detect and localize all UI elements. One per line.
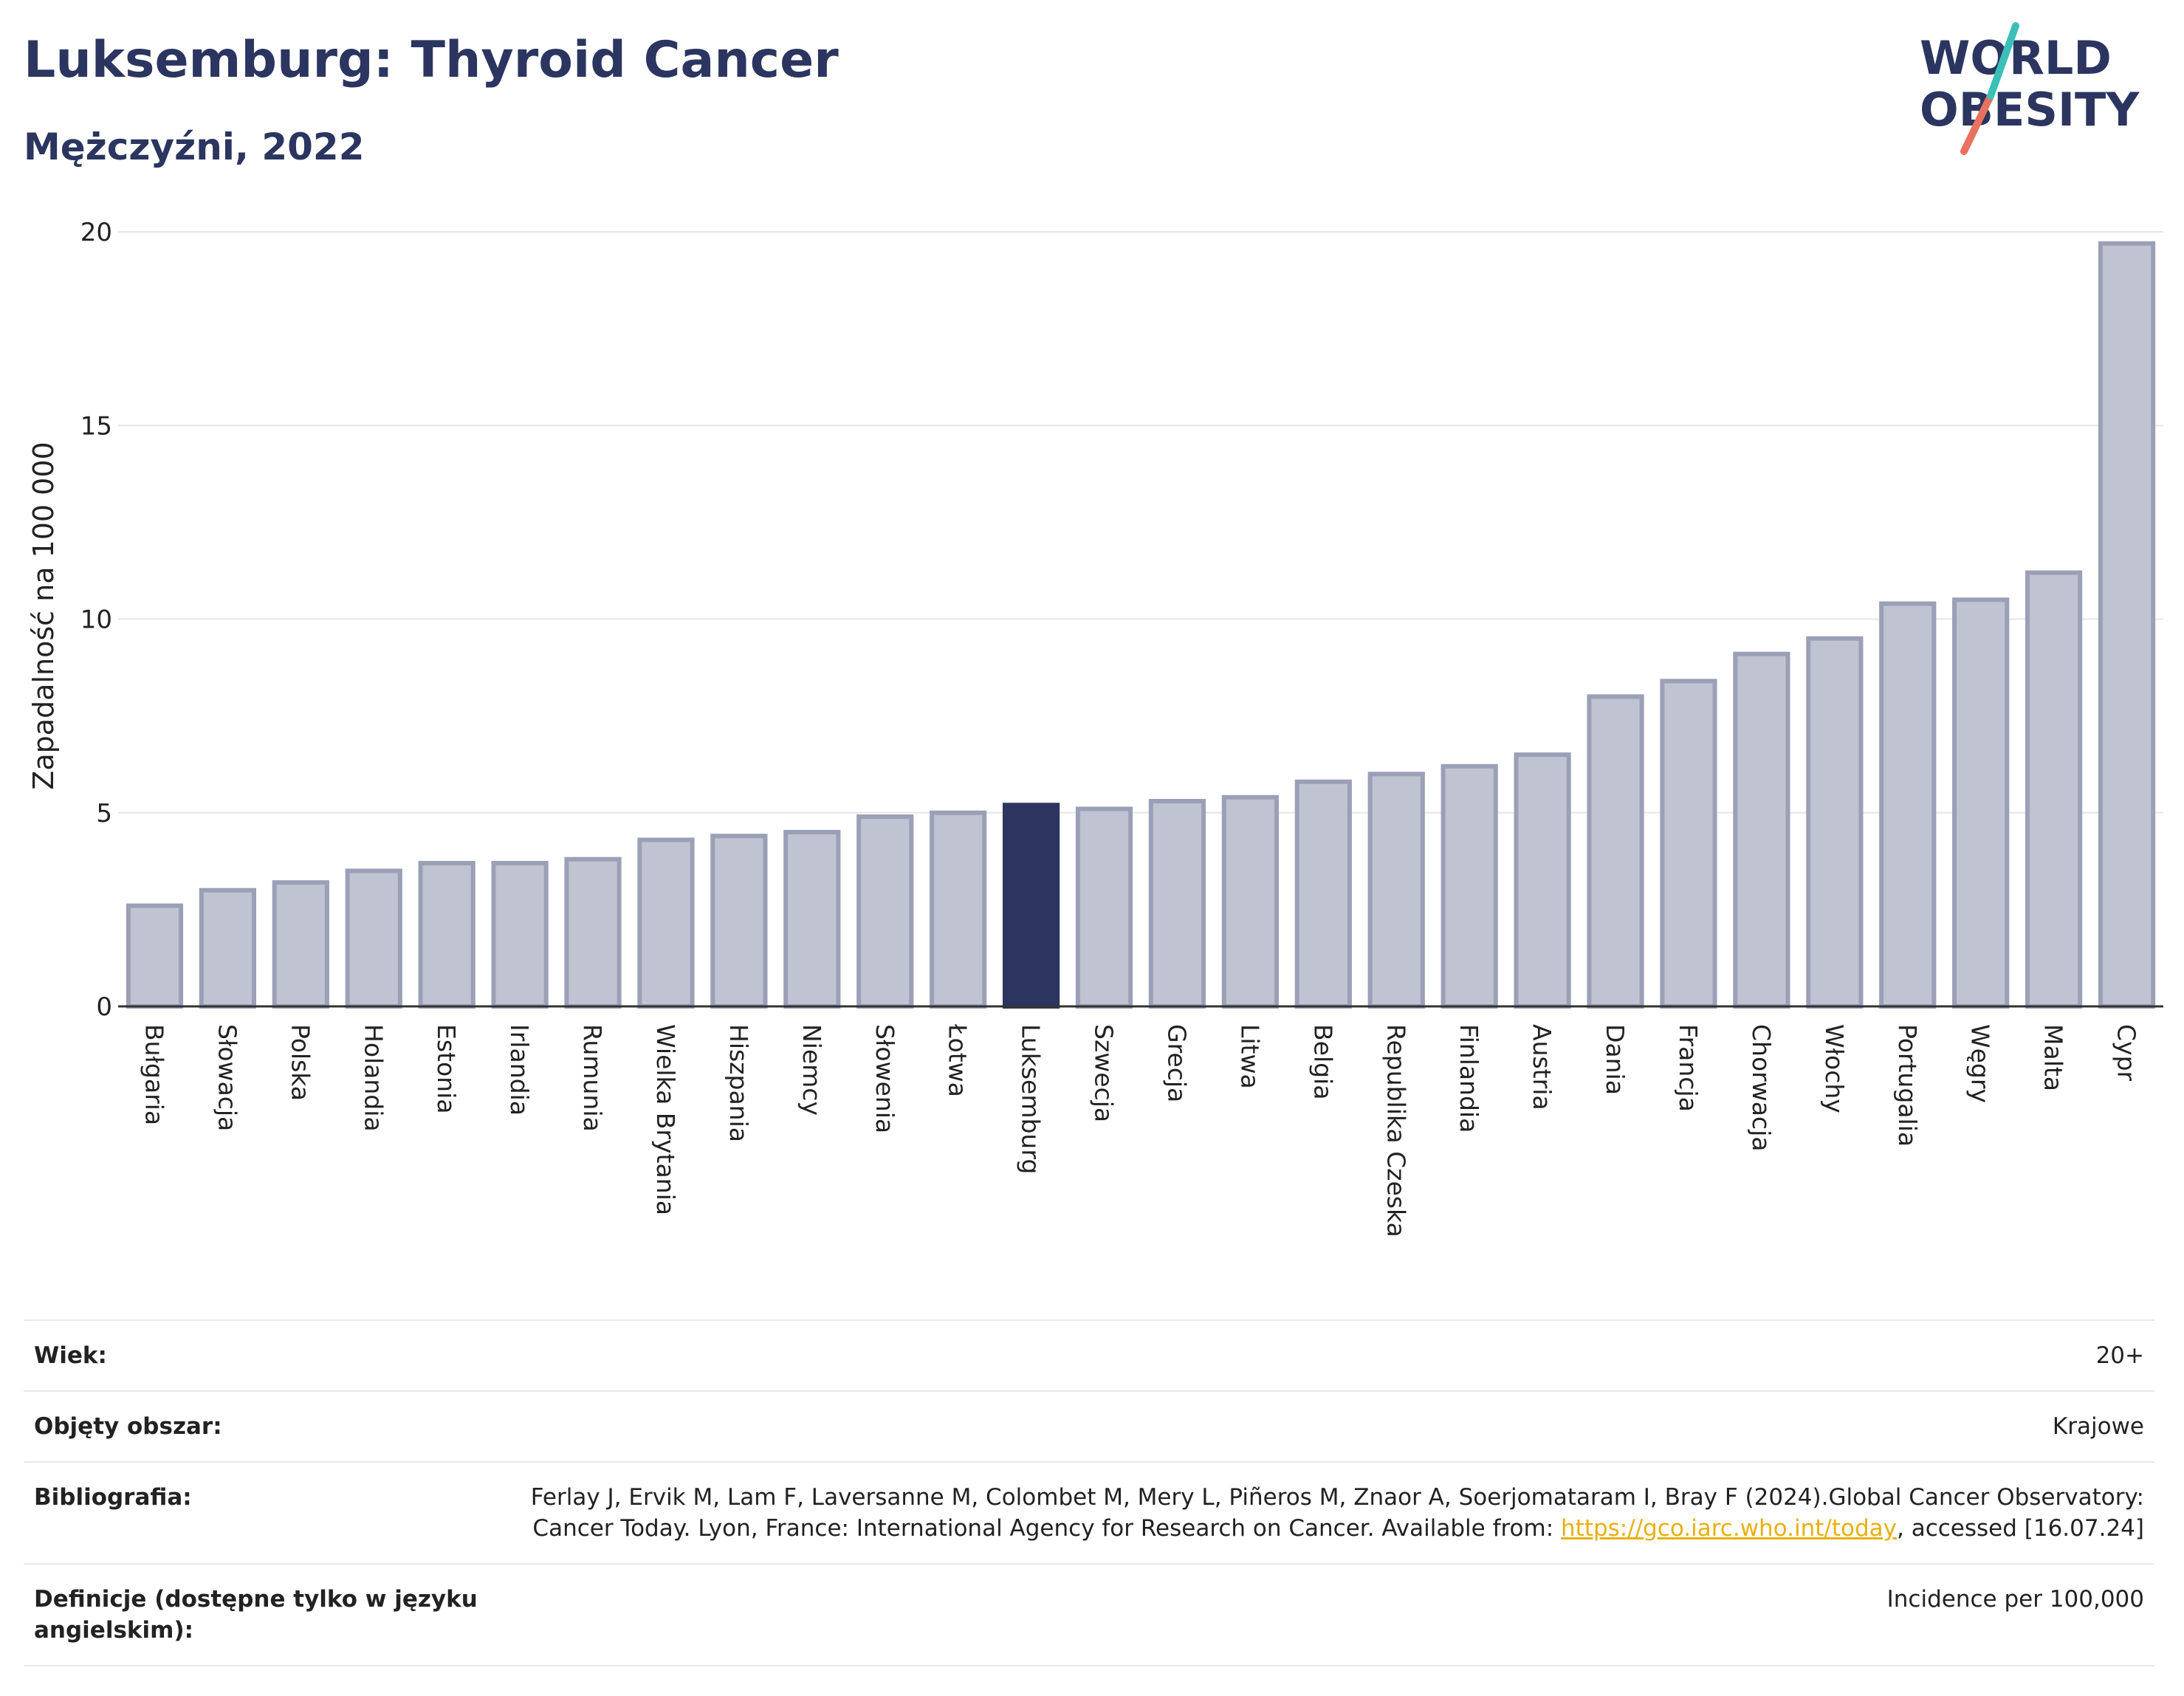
info-row-age: Wiek: 20+: [24, 1319, 2154, 1390]
x-tick-label: Estonia: [432, 1024, 461, 1113]
bar-republika-czeska: [1367, 772, 1425, 1009]
x-tick-label: Republika Czeska: [1381, 1024, 1410, 1237]
y-tick-label: 10: [80, 605, 112, 635]
page-title: Luksemburg: Thyroid Cancer: [24, 31, 839, 89]
bar-węgry: [1952, 597, 2010, 1009]
bar-belgia: [1294, 779, 1352, 1009]
bar-grecja: [1148, 799, 1206, 1009]
x-tick-label: Austria: [1528, 1024, 1556, 1110]
bars: [126, 241, 2156, 1009]
x-tick-label: Rumunia: [578, 1024, 607, 1132]
info-row-coverage: Objęty obszar: Krajowe: [24, 1390, 2154, 1461]
x-tick-label: Luksemburg: [1017, 1024, 1045, 1174]
info-value: Krajowe: [2052, 1413, 2144, 1440]
bar-bułgaria: [126, 903, 184, 1009]
info-value: Ferlay J, Ervik M, Lam F, Laversanne M, …: [492, 1482, 2144, 1544]
x-tick-label: Szwecja: [1090, 1024, 1119, 1122]
bibliography-text-end: , accessed [16.07.24]: [1896, 1515, 2144, 1542]
y-tick-label: 15: [80, 411, 112, 441]
info-value: 20+: [2095, 1342, 2144, 1369]
x-tick-label: Francja: [1674, 1024, 1703, 1112]
info-label: Objęty obszar:: [34, 1413, 222, 1440]
x-tick-label: Niemcy: [797, 1024, 826, 1116]
x-tick-label: Grecja: [1162, 1024, 1191, 1102]
x-tick-label: Hiszpania: [724, 1024, 753, 1142]
bar-hiszpania: [710, 834, 768, 1009]
bar-litwa: [1221, 794, 1280, 1009]
bar-austria: [1514, 752, 1571, 1009]
x-tick-label: Polska: [286, 1024, 315, 1101]
x-tick-label: Dania: [1601, 1024, 1630, 1095]
bar-polska: [272, 880, 329, 1009]
bar-wielka-brytania: [637, 837, 695, 1009]
x-tick-label: Litwa: [1235, 1024, 1264, 1089]
bar-rumunia: [564, 856, 622, 1009]
bar-chart: 0 5 10 15 20 Bułgaria Słowacja Polska Holandia Es…: [27, 218, 2163, 1237]
x-tick-label: Malta: [2039, 1024, 2068, 1091]
bar-słowenia: [856, 814, 914, 1009]
x-tick-label: Słowacja: [213, 1024, 241, 1131]
info-table: Wiek: 20+ Objęty obszar: Krajowe Bibliog…: [24, 1319, 2154, 1666]
bar-portugalia: [1879, 601, 1937, 1009]
info-label: Wiek:: [34, 1342, 107, 1369]
x-tick-label: Włochy: [1820, 1024, 1849, 1113]
x-tick-label: Wielka Brytania: [651, 1024, 680, 1215]
y-tick-label: 20: [80, 218, 112, 247]
x-tick-label: Bułgaria: [140, 1024, 168, 1125]
bar-szwecja: [1075, 806, 1133, 1009]
x-tick-label: Chorwacja: [1747, 1024, 1776, 1151]
y-axis-title: Zapadalność na 100 000: [27, 442, 60, 789]
x-tick-label: Finlandia: [1455, 1024, 1483, 1133]
bar-francja: [1660, 679, 1717, 1009]
x-tick-label: Łotwa: [944, 1023, 972, 1097]
axes: 0 5 10 15 20 Bułgaria Słowacja Polska Holandia Es…: [80, 218, 2163, 1237]
bar-holandia: [345, 868, 402, 1009]
x-tick-label: Słowenia: [870, 1024, 899, 1133]
logo-line1: WORLD: [1920, 31, 2112, 85]
bar-łotwa: [930, 810, 987, 1009]
page-subtitle: Mężczyźni, 2022: [24, 126, 365, 168]
bar-chorwacja: [1733, 651, 1790, 1009]
info-row-definitions: Definicje (dostępne tylko w języku angie…: [24, 1563, 2154, 1666]
bar-irlandia: [491, 860, 549, 1009]
bar-cypr: [2098, 241, 2156, 1009]
x-tick-label: Cypr: [2112, 1024, 2141, 1082]
x-tick-label: Portugalia: [1893, 1024, 1922, 1147]
logo-line2: OBESITY: [1920, 83, 2140, 137]
bar-malta: [2025, 570, 2083, 1009]
x-tick-label: Holandia: [359, 1024, 388, 1132]
bar-finlandia: [1440, 763, 1498, 1009]
bar-dania: [1587, 694, 1644, 1009]
source-link[interactable]: https://gco.iarc.who.int/today: [1561, 1515, 1897, 1542]
world-obesity-logo: WORLD OBESITY: [1920, 22, 2140, 155]
info-label: Definicje (dostępne tylko w języku angie…: [34, 1586, 478, 1644]
x-tick-label: Belgia: [1308, 1024, 1337, 1099]
y-tick-label: 0: [96, 992, 112, 1022]
bar-niemcy: [783, 829, 841, 1009]
bibliography-text: Ferlay J, Ervik M, Lam F, Laversanne M, …: [530, 1484, 2144, 1542]
bar-estonia: [418, 860, 475, 1009]
y-tick-label: 5: [96, 799, 112, 828]
info-label: Bibliografia:: [34, 1484, 192, 1511]
x-tick-label: Irlandia: [505, 1024, 534, 1116]
bar-luksemburg: [1002, 803, 1060, 1009]
bar-słowacja: [199, 888, 257, 1009]
info-row-bibliography: Bibliografia: Ferlay J, Ervik M, Lam F, …: [24, 1461, 2154, 1563]
x-tick-label: Węgry: [1966, 1024, 1995, 1103]
bar-włochy: [1806, 636, 1864, 1009]
info-value: Incidence per 100,000: [1886, 1586, 2144, 1613]
